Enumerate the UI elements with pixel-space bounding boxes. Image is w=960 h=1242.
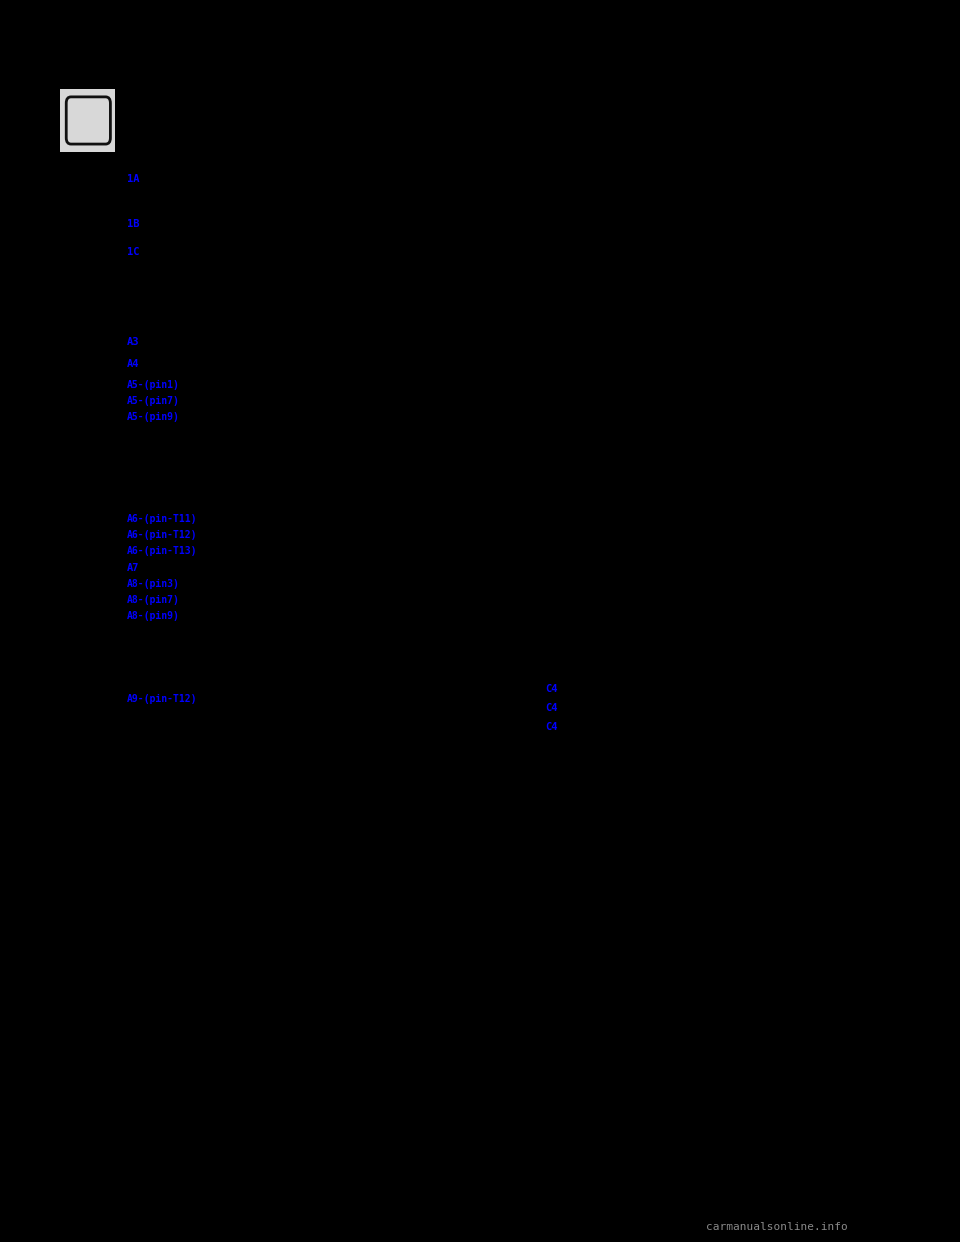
- Text: A5-(pin9): A5-(pin9): [127, 412, 180, 422]
- Text: 1C: 1C: [127, 247, 139, 257]
- Text: 1A: 1A: [127, 174, 139, 184]
- Text: A8-(pin7): A8-(pin7): [127, 595, 180, 605]
- FancyBboxPatch shape: [60, 89, 115, 152]
- Text: A3: A3: [127, 337, 139, 347]
- Text: C4: C4: [545, 703, 558, 713]
- Text: C4: C4: [545, 722, 558, 732]
- Text: C4: C4: [545, 684, 558, 694]
- Text: A6-(pin-T12): A6-(pin-T12): [127, 530, 197, 540]
- Text: A6-(pin-T11): A6-(pin-T11): [127, 514, 197, 524]
- Text: A8-(pin3): A8-(pin3): [127, 579, 180, 589]
- Text: A9-(pin-T12): A9-(pin-T12): [127, 694, 197, 704]
- Text: A4: A4: [127, 359, 139, 369]
- Text: carmanualsonline.info: carmanualsonline.info: [706, 1222, 848, 1232]
- Text: A5-(pin7): A5-(pin7): [127, 396, 180, 406]
- Text: A6-(pin-T13): A6-(pin-T13): [127, 546, 197, 556]
- FancyBboxPatch shape: [66, 97, 110, 144]
- Text: A8-(pin9): A8-(pin9): [127, 611, 180, 621]
- Text: 1B: 1B: [127, 219, 139, 229]
- Text: A5-(pin1): A5-(pin1): [127, 380, 180, 390]
- Text: A7: A7: [127, 563, 139, 573]
